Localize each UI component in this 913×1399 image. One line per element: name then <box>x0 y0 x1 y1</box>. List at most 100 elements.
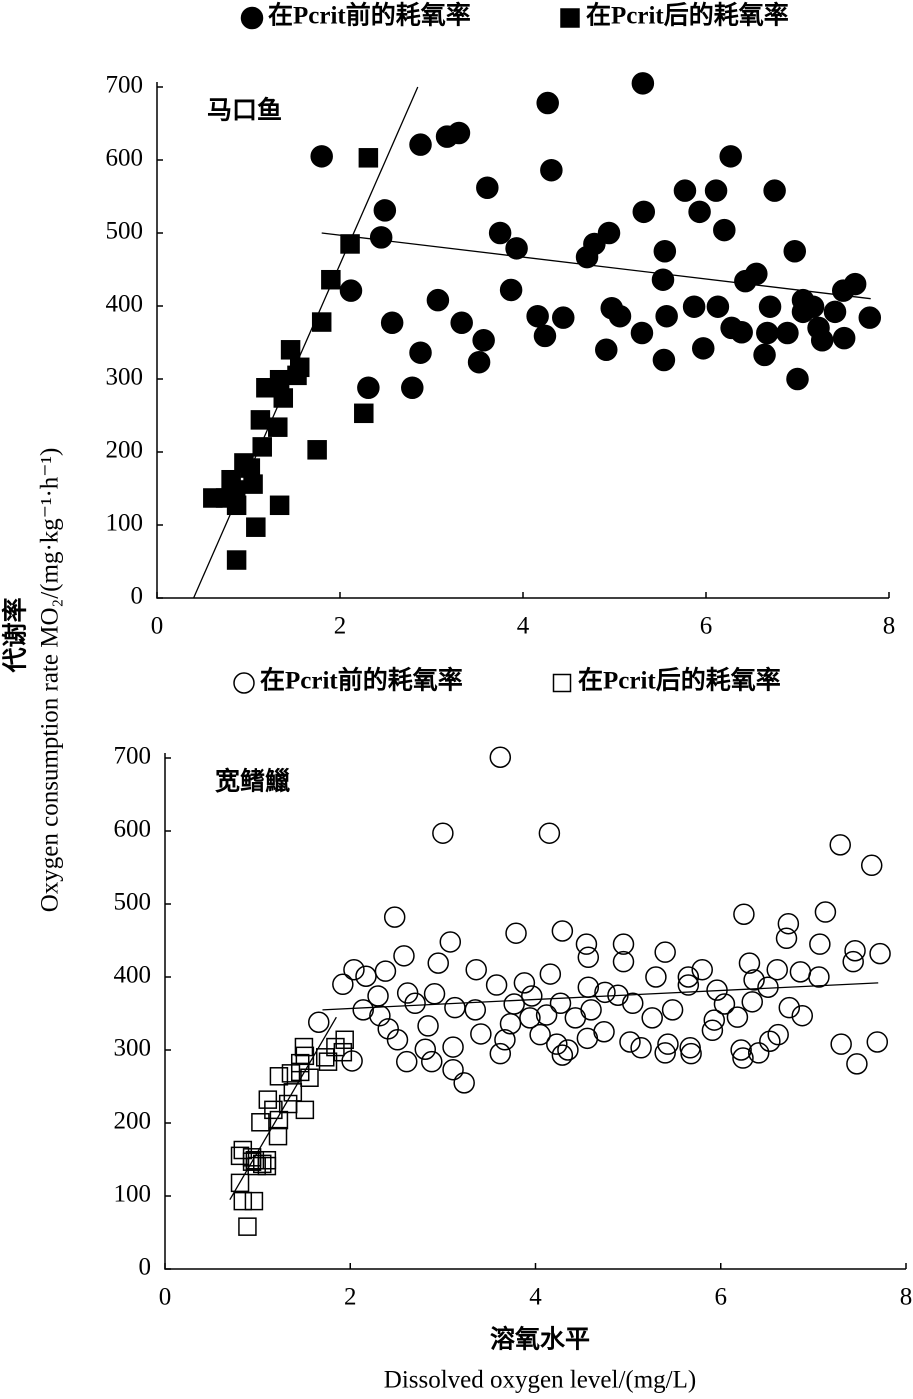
point <box>869 942 891 965</box>
point <box>409 341 432 364</box>
point <box>253 1154 272 1174</box>
point <box>247 1156 266 1176</box>
y-tick-label: 100 <box>114 1181 152 1208</box>
point <box>383 906 406 928</box>
point <box>499 1012 522 1035</box>
y-tick-label: 500 <box>106 218 144 245</box>
point <box>645 966 667 988</box>
point <box>226 495 247 516</box>
point <box>485 974 508 996</box>
point <box>551 920 574 942</box>
y-tick-label: 300 <box>114 1035 152 1062</box>
point <box>269 495 290 516</box>
point <box>467 350 491 374</box>
point <box>409 133 432 156</box>
point <box>732 1047 754 1069</box>
point <box>766 958 789 981</box>
point <box>801 295 825 318</box>
point <box>701 1019 724 1042</box>
point <box>268 417 288 437</box>
point <box>357 376 380 400</box>
point <box>401 376 424 400</box>
point <box>783 240 807 263</box>
point <box>269 1067 289 1086</box>
point <box>332 973 354 996</box>
legend-label: 在Pcrit前的耗氧率 <box>268 1 471 30</box>
point <box>823 300 847 324</box>
point <box>808 966 830 988</box>
y-tick-label: 700 <box>106 72 144 99</box>
point <box>240 458 261 478</box>
point <box>252 437 272 457</box>
legend-marker <box>240 6 264 30</box>
point <box>704 179 728 202</box>
point <box>505 922 527 944</box>
point <box>464 999 487 1021</box>
legend-marker <box>233 672 255 694</box>
point <box>226 550 247 570</box>
point <box>679 1037 701 1059</box>
point <box>358 148 379 168</box>
point <box>538 822 561 844</box>
y-label-en: Oxygen consumption rate MO₂/(mg·kg⁻¹·h⁻¹… <box>37 448 64 913</box>
point <box>393 945 415 967</box>
point <box>552 306 575 329</box>
point <box>767 1023 789 1046</box>
point <box>369 226 393 249</box>
point <box>814 901 837 923</box>
point <box>677 966 700 988</box>
x-tick-label: 8 <box>883 613 896 640</box>
y-tick-label: 700 <box>114 743 152 770</box>
point <box>427 952 449 974</box>
point <box>251 1113 270 1132</box>
point <box>258 1090 278 1109</box>
point <box>557 1039 579 1061</box>
point <box>546 1033 568 1055</box>
point <box>703 1009 726 1031</box>
x-tick-label: 2 <box>344 1284 357 1311</box>
point <box>860 854 883 877</box>
point <box>489 746 512 769</box>
point <box>310 145 333 168</box>
point <box>233 1191 253 1211</box>
fit-line <box>321 232 871 300</box>
point <box>519 1007 541 1029</box>
point <box>311 312 332 332</box>
point <box>465 958 487 981</box>
point <box>655 304 678 328</box>
point <box>577 946 600 969</box>
panel-label: 马口鱼 <box>207 97 282 125</box>
point <box>745 262 768 286</box>
point <box>354 403 374 424</box>
point <box>470 1023 492 1045</box>
point <box>369 1004 391 1027</box>
point <box>677 974 700 996</box>
point <box>691 958 713 981</box>
y-tick-label: 600 <box>114 816 152 843</box>
point <box>789 961 812 983</box>
y-tick-label: 300 <box>106 364 144 391</box>
point <box>472 329 495 352</box>
point <box>340 234 360 254</box>
point <box>757 976 779 998</box>
point <box>489 1042 512 1065</box>
point <box>657 1033 679 1055</box>
x-tick-label: 0 <box>151 613 164 640</box>
point <box>651 268 675 291</box>
point <box>741 991 763 1013</box>
point <box>630 1037 652 1059</box>
point <box>386 1029 409 1051</box>
point <box>442 1058 464 1081</box>
point <box>682 295 706 318</box>
point <box>521 985 543 1007</box>
point <box>777 912 800 935</box>
point <box>374 960 397 982</box>
point <box>595 338 618 362</box>
point <box>494 1029 516 1051</box>
point <box>763 179 786 202</box>
point <box>652 348 676 372</box>
point <box>289 357 310 378</box>
point <box>246 517 266 537</box>
x-tick-label: 0 <box>159 1284 172 1311</box>
point <box>756 321 779 345</box>
